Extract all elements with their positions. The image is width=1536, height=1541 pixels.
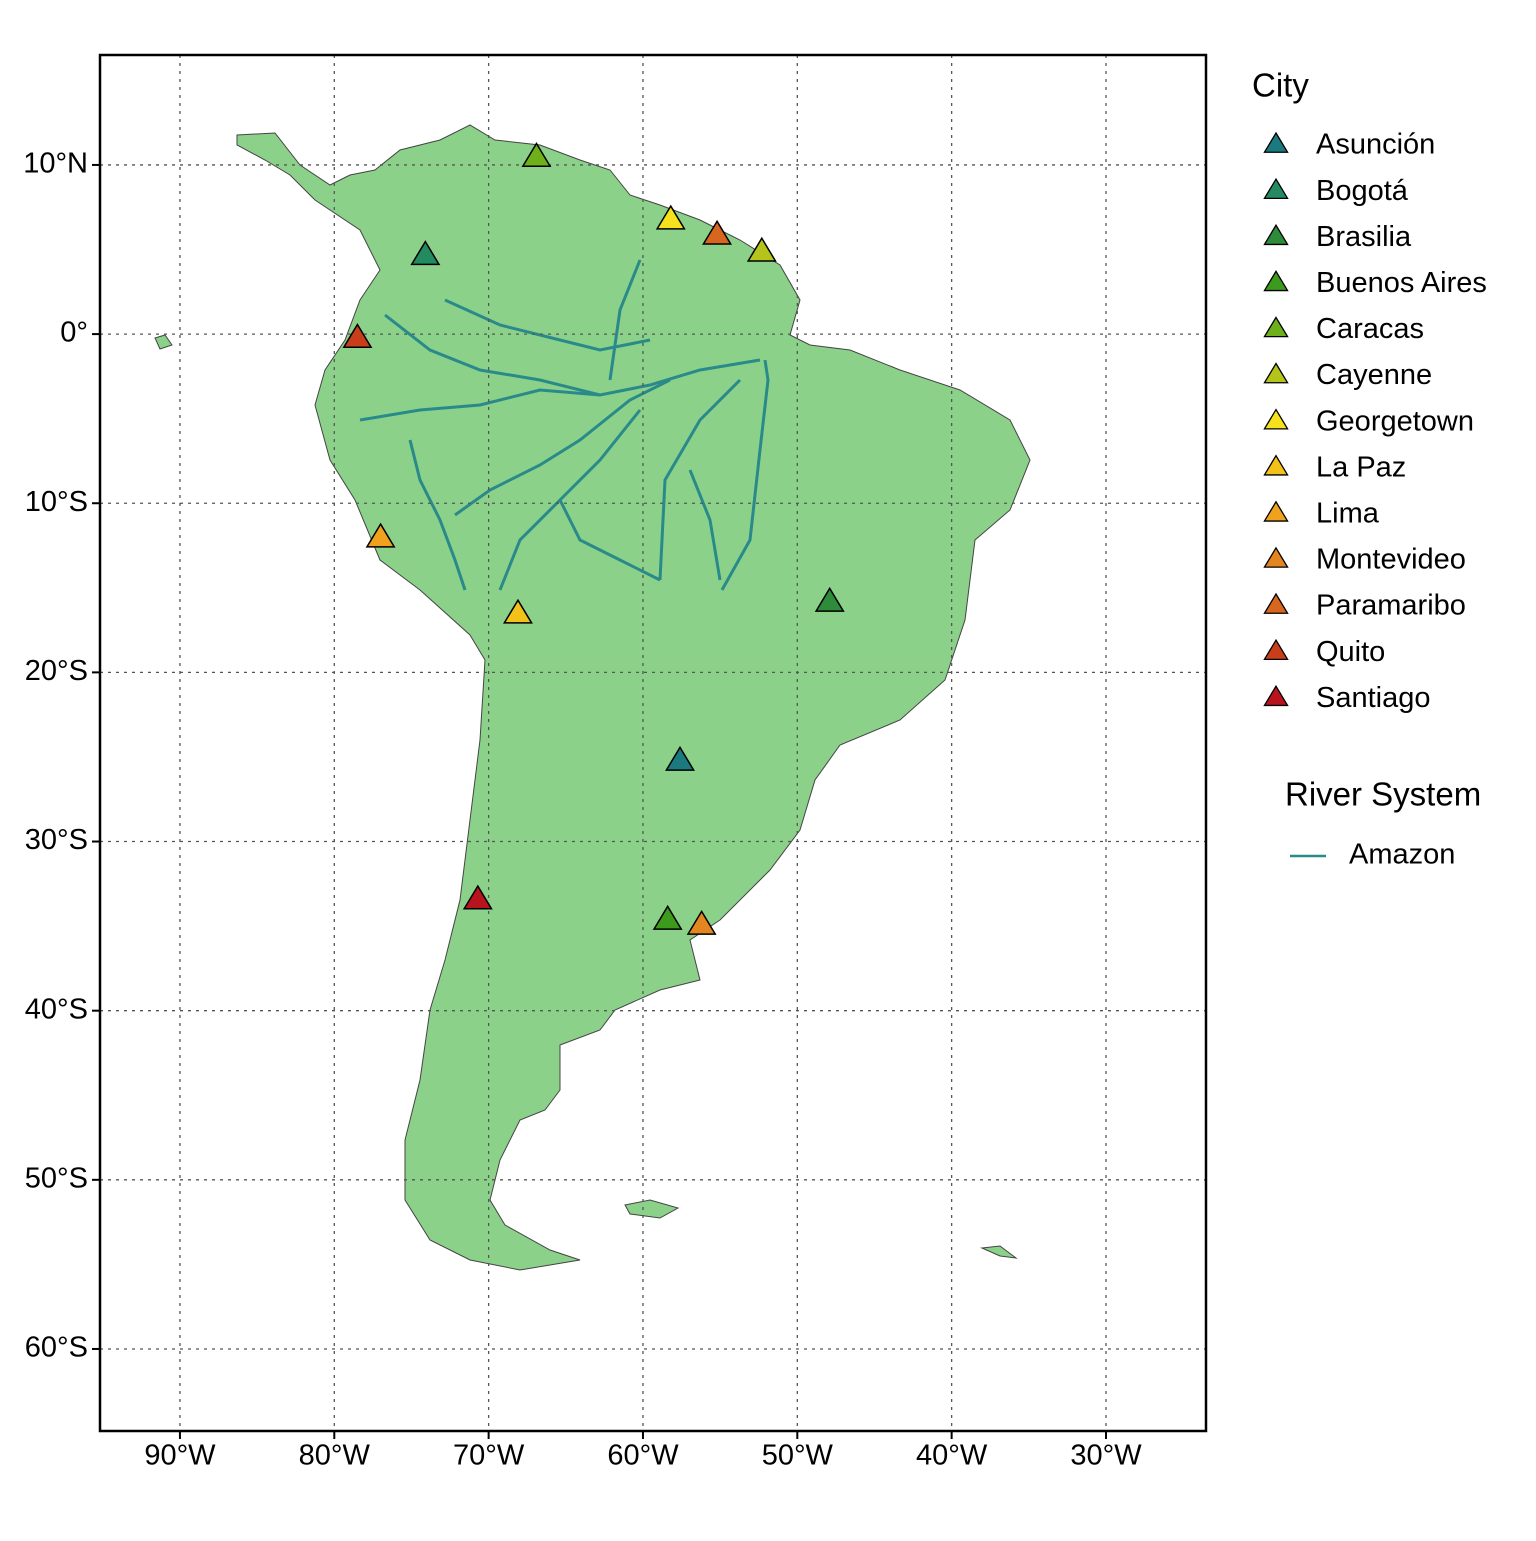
legend-label: Santiago	[1316, 682, 1431, 714]
river	[608, 259, 642, 381]
city-marker	[665, 745, 695, 771]
legend-swatch	[1263, 177, 1289, 199]
legend-swatch	[1263, 362, 1289, 384]
legend-swatch	[1263, 131, 1289, 153]
city-marker	[655, 204, 686, 230]
legend-label: Brasilia	[1316, 221, 1412, 253]
x-tick-label: 40°W	[916, 1440, 988, 1472]
legend-label: Amazon	[1349, 839, 1455, 871]
city-marker	[746, 236, 777, 262]
legend-swatch	[1263, 454, 1289, 476]
x-tick-label: 30°W	[1070, 1440, 1142, 1472]
x-tick-label: 90°W	[144, 1440, 216, 1472]
y-tick-label: 0°	[60, 317, 88, 349]
river-system	[359, 259, 770, 591]
x-tick-label: 50°W	[762, 1440, 834, 1472]
y-tick-label: 10°N	[23, 148, 88, 180]
city-marker	[410, 240, 441, 266]
legend-swatch	[1263, 408, 1289, 430]
legend-title: City	[1252, 67, 1309, 104]
city-marker	[502, 598, 533, 624]
city-marker	[814, 586, 845, 612]
river	[408, 439, 467, 591]
river	[720, 359, 770, 591]
legend-label: Quito	[1316, 636, 1385, 668]
axes: 90°W 80°W 70°W 60°W 50°W 40°W 30°W 10°N 0° 10°S 20…	[23, 148, 1142, 1472]
river	[444, 298, 651, 352]
legend-swatch	[1263, 500, 1289, 522]
river	[558, 499, 661, 582]
grid	[100, 55, 1206, 1431]
legend: City River System Asunción Bogotá Brasilia…	[1252, 67, 1487, 871]
island	[980, 1245, 1018, 1259]
y-tick-label: 50°S	[25, 1162, 88, 1194]
legend-swatch	[1263, 592, 1289, 614]
continent	[236, 124, 1031, 1271]
legend-label: Georgetown	[1316, 405, 1474, 437]
city-marker	[365, 522, 396, 548]
legend-label: Cayenne	[1316, 359, 1432, 391]
y-tick-label: 40°S	[25, 993, 88, 1025]
legend-swatch	[1263, 546, 1289, 568]
river	[359, 388, 601, 422]
city-marker	[686, 909, 717, 935]
legend-swatch	[1263, 223, 1289, 246]
city-marker	[521, 142, 552, 167]
legend-label: Buenos Aires	[1316, 267, 1487, 299]
river	[688, 469, 722, 581]
plot-frame	[98, 53, 1208, 1433]
cities	[342, 142, 845, 935]
river	[658, 378, 742, 581]
y-tick-label: 10°S	[25, 486, 88, 518]
y-tick-label: 30°S	[25, 824, 88, 856]
y-tick-label: 60°S	[25, 1332, 88, 1364]
legend-label: Montevideo	[1316, 544, 1466, 576]
legend-swatch	[1263, 270, 1289, 292]
legend-swatch	[1263, 316, 1289, 338]
island	[154, 334, 173, 350]
legend-label: La Paz	[1316, 451, 1406, 483]
x-tick-label: 80°W	[299, 1440, 371, 1472]
y-tick-label: 20°S	[25, 655, 88, 687]
x-tick-label: 70°W	[453, 1440, 525, 1472]
legend-label: Paramaribo	[1316, 590, 1466, 622]
legend-label: Bogotá	[1316, 175, 1409, 207]
legend-label: Asunción	[1316, 129, 1435, 161]
city-marker	[652, 904, 683, 930]
legend-swatch	[1263, 638, 1289, 660]
city-marker	[342, 323, 373, 348]
river	[454, 378, 671, 517]
island	[624, 1199, 680, 1219]
legend-title: River System	[1285, 776, 1481, 813]
legend-label: Caracas	[1316, 313, 1424, 345]
city-marker	[702, 219, 733, 245]
land	[154, 124, 1031, 1271]
river	[384, 313, 761, 397]
city-marker	[462, 884, 493, 910]
legend-label: Lima	[1316, 497, 1380, 529]
legend-swatch	[1263, 684, 1289, 707]
river	[498, 409, 642, 591]
x-tick-label: 60°W	[607, 1440, 679, 1472]
